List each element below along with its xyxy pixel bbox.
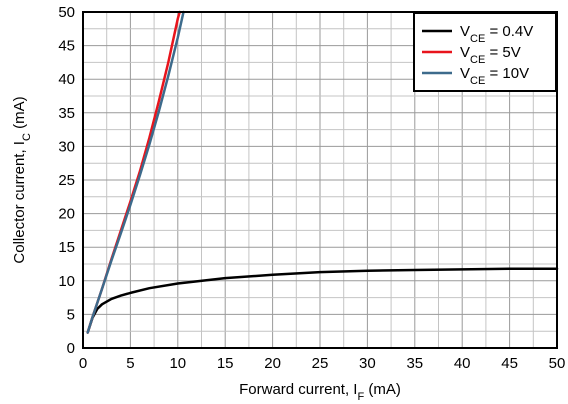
y-tick-label: 15 (58, 239, 75, 256)
x-tick-label: 0 (79, 355, 87, 372)
y-tick-label: 5 (67, 306, 75, 323)
y-tick-label: 20 (58, 206, 75, 223)
series-line-2 (86, 10, 185, 334)
y-tick-label: 0 (67, 340, 75, 357)
series-lines (86, 10, 559, 334)
y-tick-label: 30 (58, 138, 75, 155)
y-tick-label: 25 (58, 172, 75, 189)
legend-label-vce-10v: VCE = 10V (460, 65, 529, 87)
legend-label-vce-0.4v: VCE = 0.4V (460, 23, 533, 45)
legend: VCE = 0.4V VCE = 5V VCE = 10V (413, 12, 557, 92)
x-tick-label: 35 (406, 355, 423, 372)
y-tick-label: 10 (58, 273, 75, 290)
x-tick-label: 10 (169, 355, 186, 372)
x-tick-label: 30 (359, 355, 376, 372)
y-tick-label: 50 (58, 4, 75, 21)
x-tick-label: 40 (454, 355, 471, 372)
y-axis-label: Collector current, IC (mA) (11, 96, 33, 263)
x-tick-label: 20 (264, 355, 281, 372)
y-tick-label: 45 (58, 38, 75, 55)
legend-label-vce-5v: VCE = 5V (460, 44, 521, 66)
series-line-0 (86, 267, 559, 334)
plot-frame (82, 11, 558, 349)
x-tick-label: 25 (312, 355, 329, 372)
x-tick-label: 50 (549, 355, 566, 372)
x-tick-label: 45 (501, 355, 518, 372)
y-tick-label: 35 (58, 105, 75, 122)
y-tick-label: 40 (58, 71, 75, 88)
axis-ticks: 0 5 10 15 20 25 30 35 40 45 50 0 5 10 15 20 25 30 35 40 45 50 (58, 4, 565, 372)
x-axis-label: Forward current, IF (mA) (239, 381, 401, 403)
x-tick-label: 15 (217, 355, 234, 372)
x-tick-label: 5 (126, 355, 134, 372)
